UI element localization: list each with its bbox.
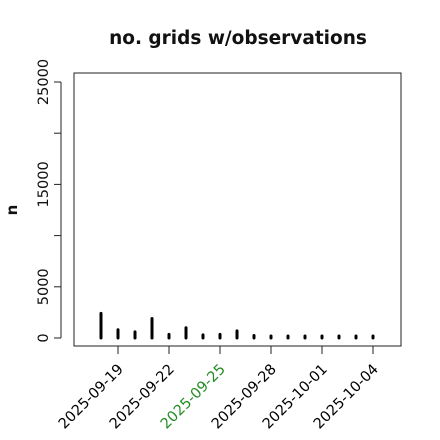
y-axis-label: n [3,205,21,216]
plot-frame [73,72,402,347]
y-tick-label: 15000 [36,161,52,207]
y-tick-label: 25000 [36,59,52,105]
y-tick-label: 0 [36,333,52,342]
chart-title: no. grids w/observations [109,28,367,49]
y-axis: 0 5000 15000 25000 [36,59,62,343]
y-tick-label: 5000 [36,268,52,305]
bars [99,311,375,340]
x-axis: 2025-09-192025-09-222025-09-252025-09-28… [56,345,382,432]
